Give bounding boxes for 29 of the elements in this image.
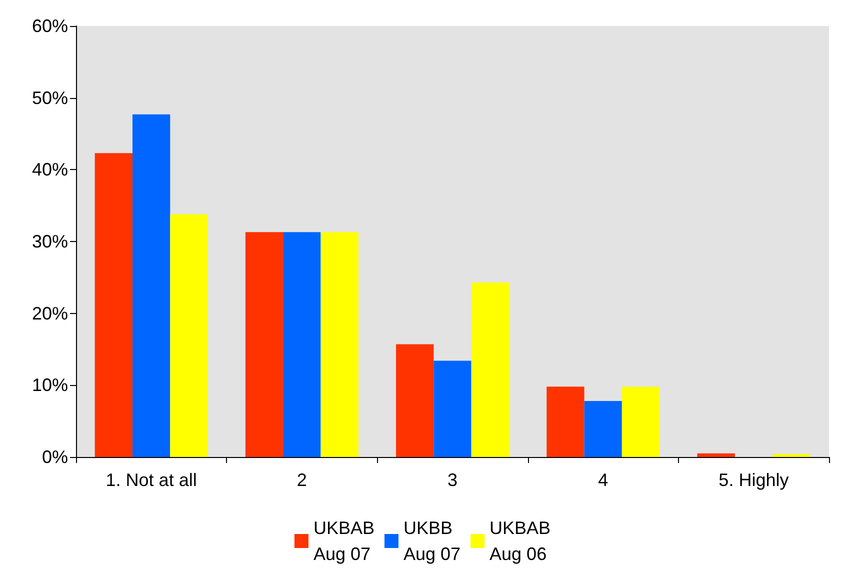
bar xyxy=(772,454,810,457)
y-tick-label: 10% xyxy=(32,375,68,396)
y-tick-label: 40% xyxy=(32,160,68,180)
y-tick-label: 50% xyxy=(32,88,68,108)
bar xyxy=(396,344,434,457)
bar xyxy=(94,153,132,457)
bar xyxy=(622,386,660,457)
y-tick-label: 30% xyxy=(32,232,68,252)
y-tick-label: 60% xyxy=(32,16,68,36)
bar xyxy=(697,453,735,457)
bar xyxy=(245,232,284,457)
bar xyxy=(320,232,358,457)
x-tick-label: 1. Not at all xyxy=(106,470,197,490)
bar xyxy=(170,214,208,457)
bar xyxy=(546,386,584,457)
bar xyxy=(584,400,622,457)
bar xyxy=(471,282,509,457)
x-tick-label: 2 xyxy=(296,470,307,490)
bar xyxy=(132,114,170,457)
y-tick-label: 0% xyxy=(42,447,68,467)
legend-label: UKBAB Aug 07 xyxy=(313,518,374,564)
y-tick-label: 20% xyxy=(32,303,68,324)
x-tick-label: 5. Highly xyxy=(718,470,789,490)
bar xyxy=(283,232,321,457)
legend-label: UKBAB Aug 06 xyxy=(490,518,551,564)
x-tick-label: 4 xyxy=(598,470,608,490)
x-tick-label: 3 xyxy=(447,470,458,490)
legend-label: UKBB Aug 07 xyxy=(403,518,461,564)
bar xyxy=(434,360,472,457)
